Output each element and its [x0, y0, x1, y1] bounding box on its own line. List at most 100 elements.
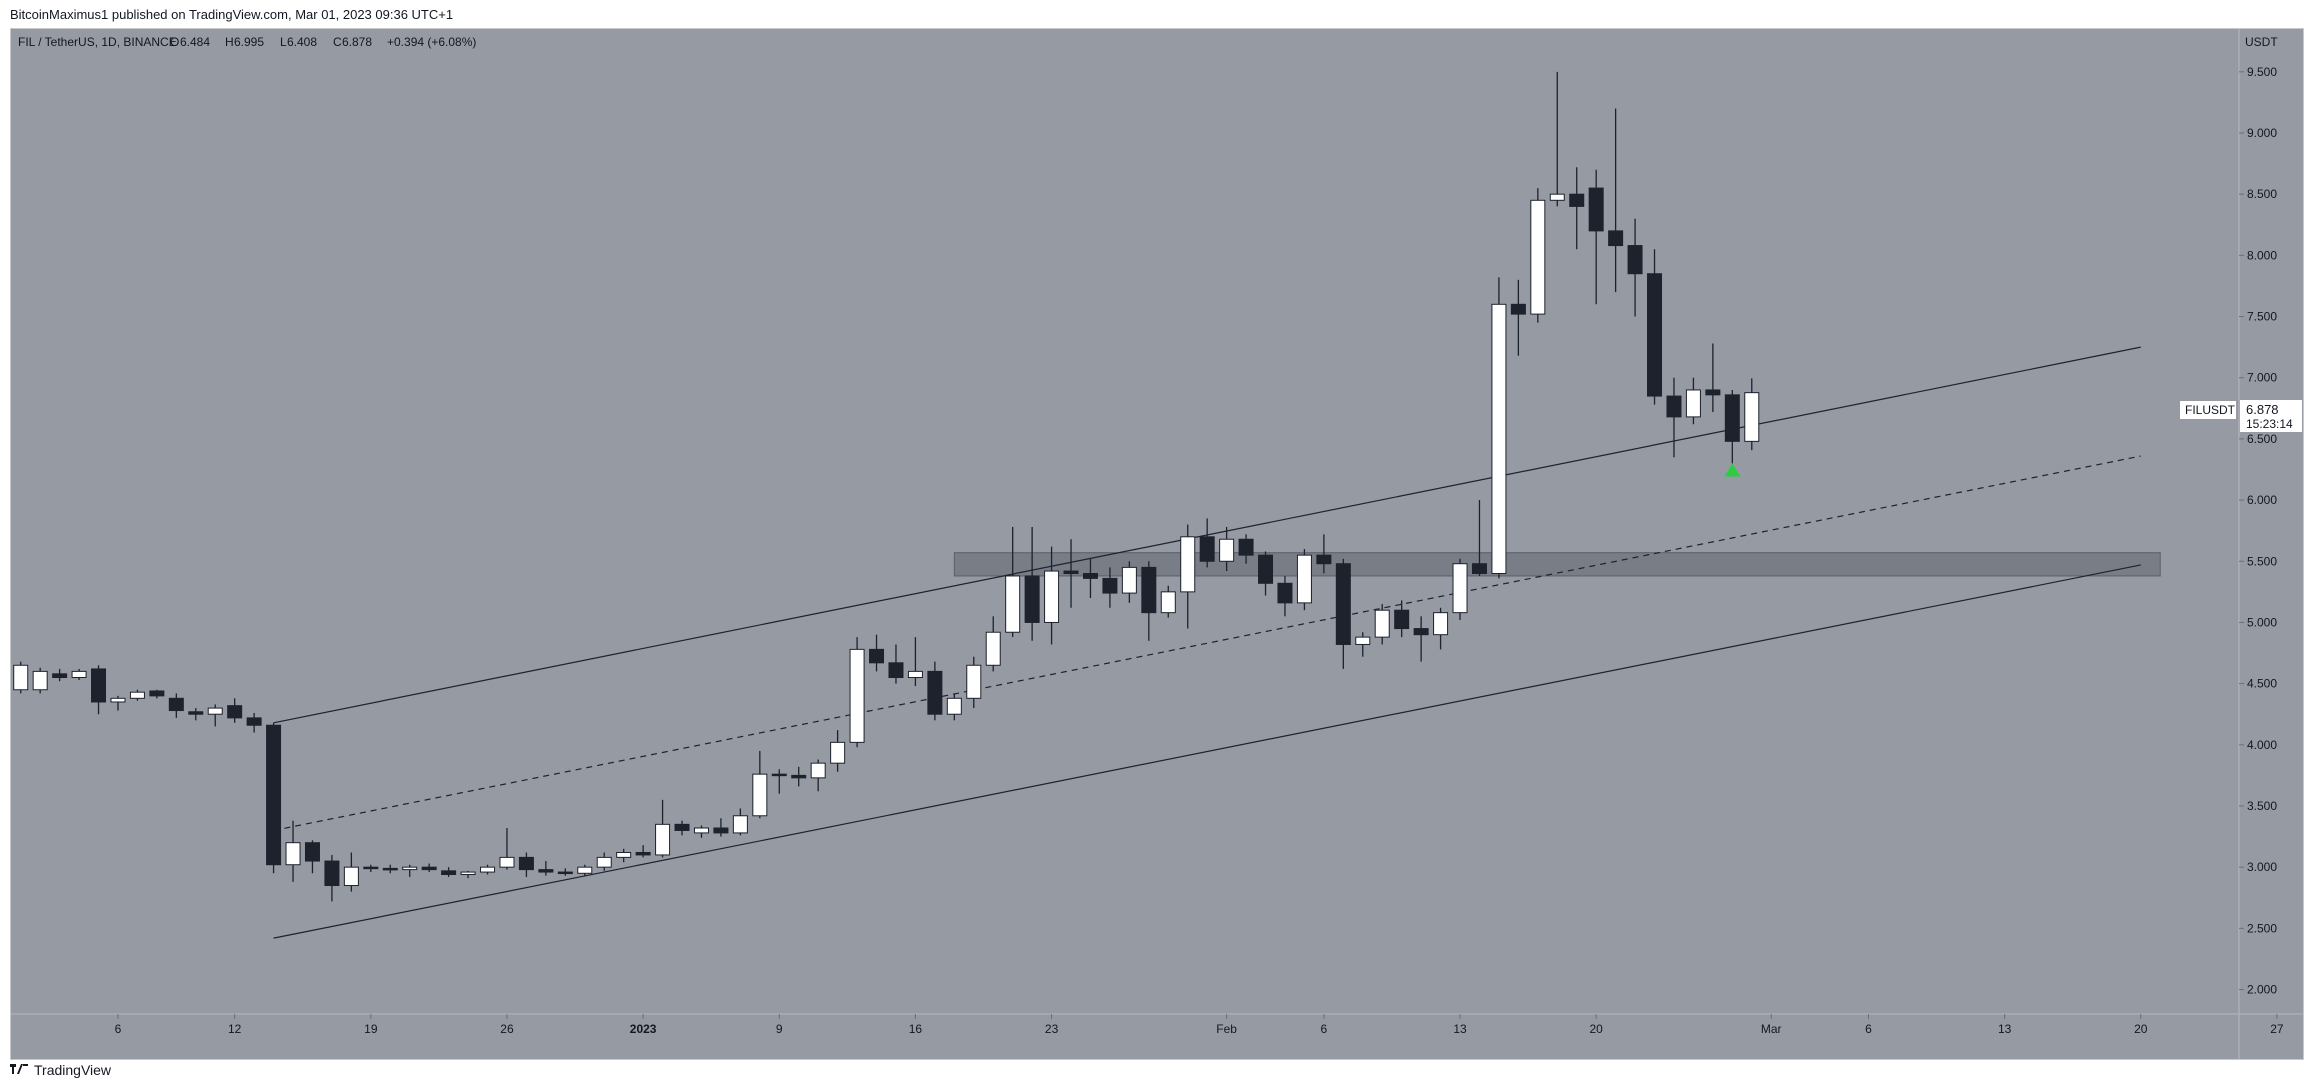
- chart-background: [11, 29, 2239, 1014]
- candle: [1705, 343, 1721, 412]
- price-tick-label: 7.500: [2247, 310, 2277, 324]
- symbol-tag-text: FILUSDT: [2185, 403, 2236, 417]
- candle: [830, 730, 846, 772]
- price-tick-label: 5.500: [2247, 554, 2277, 568]
- candle-body-bullish: [1491, 303, 1507, 575]
- publish-header: BitcoinMaximus1 published on TradingView…: [0, 0, 2314, 28]
- candle: [1608, 108, 1624, 293]
- candle-body-bearish: [1063, 570, 1079, 575]
- candle: [1199, 518, 1215, 568]
- candle: [635, 845, 651, 858]
- candle: [1180, 524, 1196, 629]
- candle: [1063, 539, 1079, 608]
- candle-body-bearish: [324, 860, 340, 887]
- candle-body-bullish: [1685, 389, 1701, 418]
- price-tag: FILUSDT 6.878 15:23:14: [2180, 400, 2302, 432]
- candle-body-bearish: [168, 697, 184, 712]
- candle-body-bearish: [1705, 389, 1721, 396]
- last-price-value: 6.878: [2246, 402, 2279, 417]
- symbol-tag-box: [2180, 401, 2236, 419]
- time-tick-label: 19: [364, 1022, 378, 1036]
- price-ticks-layer: 2.000 2.500 3.000 3.500 4.000 4.500 5.000 5.500…: [2239, 65, 2277, 997]
- candle: [1510, 279, 1526, 356]
- candle: [791, 766, 807, 787]
- time-tick-label: 9: [776, 1022, 783, 1036]
- candle-body-bearish: [1335, 563, 1351, 645]
- candle-body-bearish: [1102, 577, 1118, 594]
- candle-body-bullish: [1744, 392, 1760, 442]
- candle: [1160, 585, 1176, 618]
- price-scale-background: [2239, 29, 2303, 1014]
- candle: [518, 852, 534, 877]
- candle-body-bearish: [1024, 575, 1040, 623]
- candle-body-bullish: [129, 691, 145, 699]
- candle-body-bullish: [207, 707, 223, 715]
- candle: [674, 820, 690, 836]
- price-tick-label: 5.000: [2247, 615, 2277, 629]
- candle-body-bearish: [927, 670, 943, 715]
- candle: [227, 698, 243, 723]
- candle-body-bullish: [1160, 591, 1176, 614]
- candle: [538, 861, 554, 876]
- candle-body-bearish: [1647, 273, 1663, 397]
- candle-body-bullish: [71, 670, 87, 679]
- candle-body-bearish: [1199, 536, 1215, 562]
- price-tick-label: 4.000: [2247, 738, 2277, 752]
- candle-body-bearish: [149, 690, 165, 697]
- legend-close-label: C: [333, 35, 342, 49]
- candle: [1258, 551, 1274, 596]
- candle: [810, 759, 826, 792]
- candle: [480, 864, 496, 875]
- time-ticks-layer: 6 12 19 26 2023 9 16 23 Feb 6 13 20 Mar 6 13 20 27: [115, 1014, 2284, 1036]
- candle: [188, 708, 204, 721]
- candle-body-bearish: [1238, 538, 1254, 556]
- candle: [1219, 527, 1235, 572]
- candle-body-bearish: [1258, 554, 1274, 584]
- price-tick-label: 9.000: [2247, 126, 2277, 140]
- candle: [460, 870, 476, 879]
- candle: [129, 689, 145, 701]
- candle-body-bullish: [343, 866, 359, 887]
- candle-body-bullish: [1121, 566, 1137, 594]
- candle: [1335, 558, 1351, 669]
- legend-symbol: FIL / TetherUS, 1D, BINANCE: [18, 35, 177, 49]
- candle-body-bullish: [499, 856, 515, 868]
- candle: [1452, 558, 1468, 620]
- candle: [1394, 600, 1410, 638]
- candle: [1666, 377, 1682, 458]
- candle-body-bearish: [52, 673, 68, 679]
- candle-body-bearish: [1316, 554, 1332, 565]
- candle: [363, 864, 379, 873]
- candle-body-bullish: [985, 631, 1001, 666]
- candle: [402, 864, 418, 877]
- candle-body-bullish: [285, 842, 301, 866]
- candle-body-bearish: [1724, 394, 1740, 442]
- candle: [732, 808, 748, 836]
- candle: [207, 704, 223, 727]
- candle: [1296, 549, 1312, 611]
- candle: [13, 661, 29, 694]
- candle-body-bearish: [888, 662, 904, 679]
- candle-body-bullish: [1433, 612, 1449, 636]
- candle: [1238, 534, 1254, 564]
- price-tick-label: 4.500: [2247, 677, 2277, 691]
- time-tick-label: Mar: [1761, 1022, 1782, 1036]
- candle-body-bearish: [363, 866, 379, 870]
- tradingview-logo-icon: [10, 1062, 28, 1078]
- candle: [1569, 167, 1585, 250]
- candle-body-bullish: [460, 871, 476, 876]
- candle-body-bullish: [13, 664, 29, 691]
- candle-body-bearish: [771, 773, 787, 777]
- candle: [1082, 558, 1098, 598]
- candle-body-bearish: [1141, 566, 1157, 614]
- candle: [557, 868, 573, 876]
- candle-body-bullish: [752, 773, 768, 817]
- candle-body-bullish: [1219, 538, 1235, 562]
- time-tick-label: 26: [500, 1022, 514, 1036]
- candle: [1413, 616, 1429, 662]
- time-tick-label: 6: [115, 1022, 122, 1036]
- candle: [616, 848, 632, 863]
- time-tick-label: 16: [909, 1022, 923, 1036]
- candle-body-bearish: [791, 774, 807, 779]
